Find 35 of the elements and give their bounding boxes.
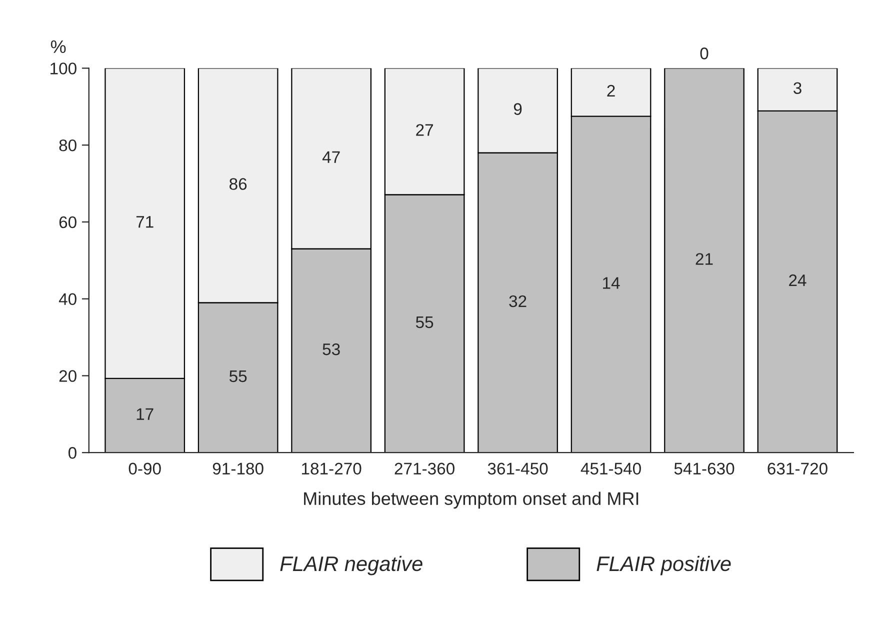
x-tick-label: 91-180 <box>212 462 264 475</box>
annotation: 47 <box>322 151 340 163</box>
annotation: 27 <box>416 124 433 136</box>
x-axis-title: Minutes between symptom onset and MRI <box>304 492 638 509</box>
annotation: 24 <box>789 274 806 286</box>
y-tick-label: 60 <box>59 216 76 228</box>
bar <box>664 68 744 453</box>
y-tick-label: 80 <box>59 139 76 152</box>
x-tick-label: 271-360 <box>394 462 454 475</box>
annotation: 14 <box>603 277 620 289</box>
annotation: 21 <box>696 253 713 265</box>
annotation: 55 <box>416 316 434 328</box>
annotation: 32 <box>509 295 526 308</box>
x-tick-label: 181-270 <box>302 462 362 475</box>
x-tick-label: 631-720 <box>768 462 828 475</box>
x-tick-label: 0-90 <box>128 462 161 475</box>
y-tick-label: 0 <box>68 447 76 459</box>
legend-label: FLAIR positive <box>596 556 731 576</box>
legend-label: FLAIR negative <box>280 556 422 576</box>
annotation: 53 <box>322 343 340 356</box>
annotation: 71 <box>136 216 154 228</box>
annotation: 86 <box>230 178 247 190</box>
annotation: 55 <box>229 370 247 382</box>
x-tick-label: 541-630 <box>674 462 734 475</box>
annotation: 3 <box>794 82 802 94</box>
y-tick-label: 40 <box>58 293 76 306</box>
annotation: 17 <box>136 408 154 420</box>
text: 0 <box>700 48 708 60</box>
y-axis-title: % <box>50 40 66 54</box>
y-tick-label: 20 <box>59 370 76 382</box>
y-tick-label: 100 <box>50 62 76 74</box>
annotation: 2 <box>607 84 615 97</box>
annotation: 9 <box>514 103 522 115</box>
x-tick-label: 451-540 <box>580 462 641 475</box>
x-tick-label: 361-450 <box>488 462 548 475</box>
